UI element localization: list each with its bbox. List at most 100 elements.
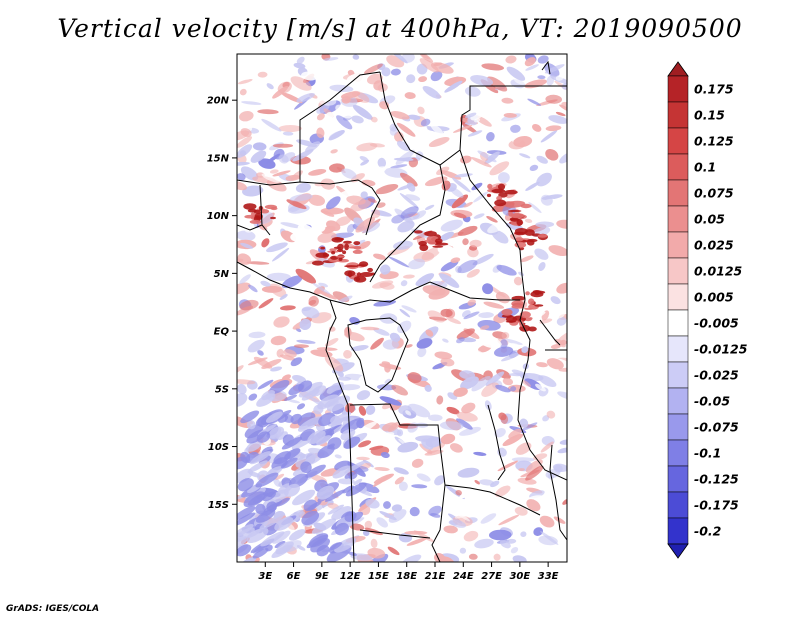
border-line xyxy=(431,484,446,562)
field-cell xyxy=(504,189,518,195)
field-cell xyxy=(265,411,283,423)
field-cell xyxy=(512,377,522,382)
field-cell xyxy=(399,172,418,187)
field-cell xyxy=(407,114,421,120)
field-cell xyxy=(436,395,444,405)
field-cell xyxy=(239,88,247,96)
field-cell xyxy=(482,283,494,295)
field-cell xyxy=(257,109,279,115)
field-cell xyxy=(274,517,294,531)
field-cell xyxy=(359,155,369,162)
field-cell xyxy=(352,104,373,120)
field-cell xyxy=(346,147,357,155)
field-cell xyxy=(520,203,532,209)
colorbar-label: -0.125 xyxy=(694,472,739,487)
field-cell xyxy=(269,169,279,174)
map-axes: 20N 15N 10N 5N EQ 5S 10S 15S 3E 6E 9E 12E 15E 18E 21E 2… xyxy=(207,96,559,582)
field-cell xyxy=(379,282,395,290)
field-cell xyxy=(334,537,357,553)
field-cell xyxy=(278,125,302,132)
field-cell xyxy=(428,505,442,516)
field-cell xyxy=(434,351,453,360)
field-cell xyxy=(338,257,343,261)
field-cell xyxy=(373,80,384,91)
field-cell xyxy=(525,291,530,296)
field-cell xyxy=(237,544,252,557)
field-cell xyxy=(479,240,488,247)
field-cell xyxy=(329,84,354,93)
field-cell xyxy=(301,510,320,526)
colorbar-label: 0.125 xyxy=(694,134,734,149)
field-cell xyxy=(333,246,341,249)
field-cell xyxy=(346,195,366,205)
field-cell xyxy=(536,155,548,164)
field-cell xyxy=(305,141,321,153)
field-cell xyxy=(356,397,370,407)
field-cell xyxy=(526,499,541,512)
field-cell xyxy=(506,66,526,81)
field-cell xyxy=(285,174,301,181)
field-cell xyxy=(288,334,297,343)
field-cell xyxy=(252,548,269,559)
field-cell xyxy=(361,179,376,187)
field-cell xyxy=(498,172,510,184)
field-cell xyxy=(538,375,557,387)
field-cell xyxy=(516,528,536,533)
field-cell xyxy=(265,242,288,253)
field-cell xyxy=(421,247,441,261)
field-cell xyxy=(460,376,479,390)
field-cell xyxy=(356,142,378,152)
field-cell xyxy=(393,157,414,162)
field-cell xyxy=(528,326,537,332)
field-cell xyxy=(364,520,373,529)
field-cell xyxy=(548,310,565,320)
field-cell xyxy=(548,245,567,257)
border-line xyxy=(359,529,431,539)
field-cell xyxy=(377,157,387,168)
field-cell xyxy=(400,554,422,562)
field-cell xyxy=(487,183,493,190)
field-cell xyxy=(510,213,525,219)
field-cell xyxy=(405,344,413,348)
field-cell xyxy=(382,339,399,350)
field-cell xyxy=(267,55,285,65)
field-cell xyxy=(533,527,544,536)
field-cell xyxy=(469,239,482,248)
field-cell xyxy=(237,230,256,241)
field-cell xyxy=(453,212,467,219)
field-cell xyxy=(360,222,381,233)
colorbar-segment xyxy=(667,153,689,181)
field-cell xyxy=(261,390,275,401)
field-cell xyxy=(427,442,446,454)
field-cell xyxy=(371,166,387,175)
field-cell xyxy=(336,115,353,130)
colorbar-label: 0.075 xyxy=(694,186,734,201)
field-cell xyxy=(455,489,462,496)
field-cell xyxy=(237,393,248,407)
field-cell xyxy=(548,115,567,124)
field-cell xyxy=(257,350,264,356)
field-cell xyxy=(359,272,374,277)
field-cell xyxy=(537,75,546,80)
field-cell xyxy=(481,63,505,71)
field-cell xyxy=(408,258,426,270)
field-cell xyxy=(463,201,473,208)
lon-tick-label: 3E xyxy=(258,571,272,582)
field-cell xyxy=(344,243,350,251)
field-cell xyxy=(246,261,270,265)
colorbar-segment xyxy=(667,127,689,155)
field-cell xyxy=(259,514,284,530)
border-line xyxy=(487,404,506,481)
field-cell xyxy=(540,194,553,206)
field-cell xyxy=(316,103,330,114)
field-cell xyxy=(298,380,313,392)
field-cell xyxy=(511,304,525,309)
field-cell xyxy=(498,412,507,421)
field-cell xyxy=(276,348,284,358)
field-cell xyxy=(247,357,268,366)
field-cell xyxy=(397,441,419,453)
field-cell xyxy=(237,527,255,543)
field-cell xyxy=(519,311,531,319)
field-cell xyxy=(419,58,439,73)
field-cell xyxy=(301,388,320,401)
